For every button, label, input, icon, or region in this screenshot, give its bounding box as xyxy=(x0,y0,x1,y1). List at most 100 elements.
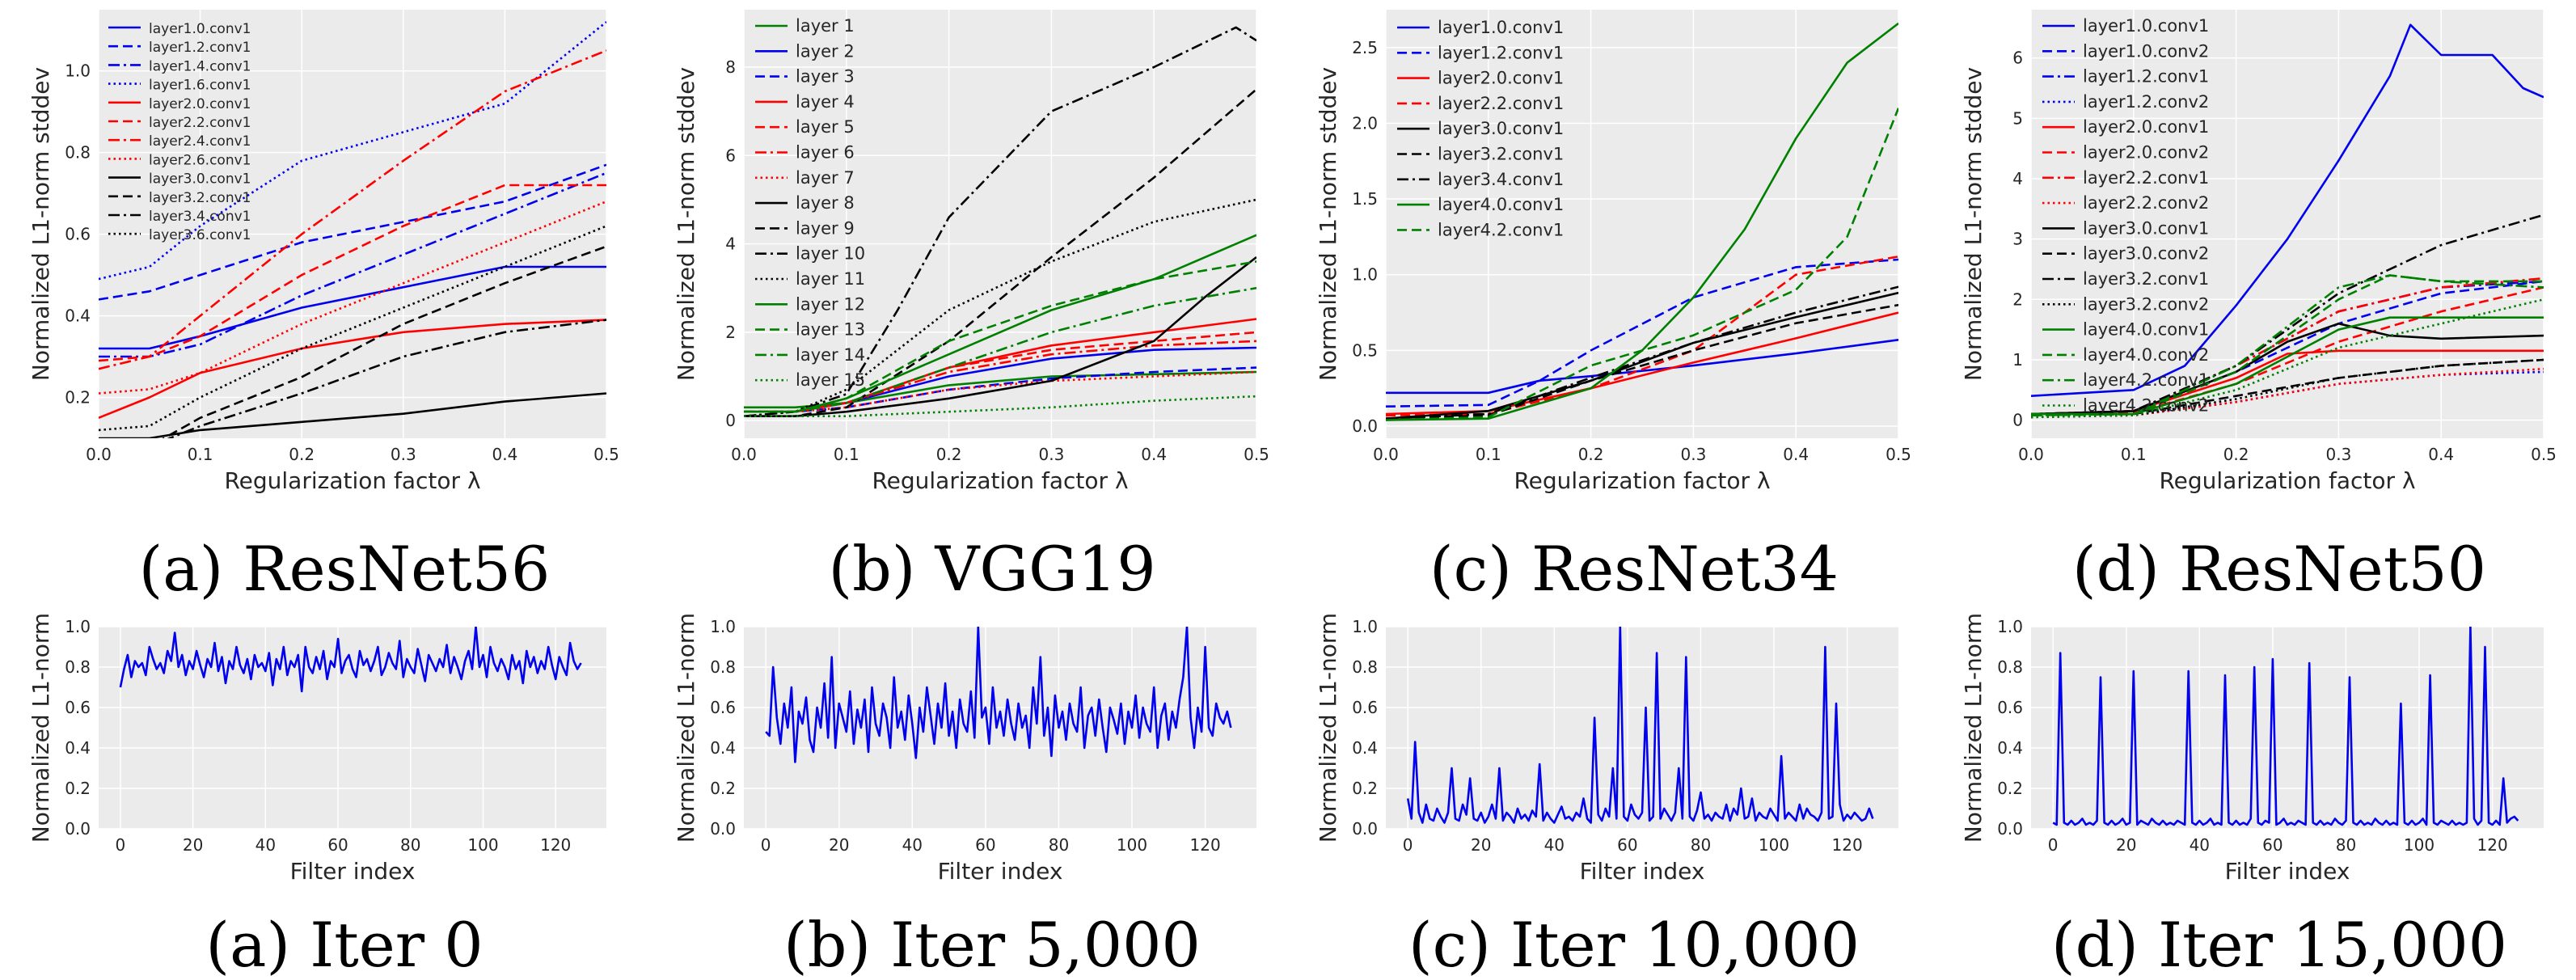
series-line xyxy=(1386,291,1898,420)
legend-label: layer3.0.conv1 xyxy=(149,171,251,188)
y-tick-label: 8 xyxy=(725,57,736,77)
y-tick-label: 0.0 xyxy=(1997,819,2023,838)
x-tick-label: 0.3 xyxy=(391,445,416,464)
series-line xyxy=(744,370,1256,413)
series-line xyxy=(765,627,1232,763)
series-line xyxy=(2031,274,2544,416)
x-axis-label: Filter index xyxy=(1580,858,1705,885)
series-line xyxy=(2031,274,2544,416)
x-tick-label: 0.0 xyxy=(2018,445,2044,464)
x-axis-label: Regularization factor λ xyxy=(224,467,480,494)
y-axis-label: Normalized L1-norm xyxy=(673,613,699,843)
legend-label: layer 15 xyxy=(796,370,865,390)
x-tick-label: 0.4 xyxy=(492,445,517,464)
legend: layer1.0.conv1 layer1.0.conv2 layer1.2.con… xyxy=(2042,16,2209,416)
legend-label: layer2.2.conv2 xyxy=(2083,193,2209,213)
x-tick-label: 100 xyxy=(2404,835,2435,855)
y-tick-label: 0.0 xyxy=(710,819,736,838)
x-tick-label: 80 xyxy=(400,835,420,855)
legend-label: layer 4 xyxy=(796,92,855,112)
x-tick-label: 0 xyxy=(761,835,771,855)
x-tick-label: 0.2 xyxy=(2223,445,2249,464)
legend-label: layer1.0.conv1 xyxy=(1438,18,1564,37)
x-tick-label: 0 xyxy=(2048,835,2059,855)
y-axis-label: Normalized L1-norm xyxy=(1960,613,1987,843)
series-line xyxy=(1386,258,1898,408)
series-line xyxy=(744,370,1256,409)
y-tick-label: 0.2 xyxy=(65,388,91,408)
x-tick-label: 0.5 xyxy=(593,445,619,464)
subfigure-caption: (c) Iter 10,000 xyxy=(1408,909,1860,980)
series-group xyxy=(744,26,1256,418)
x-axis-label: Regularization factor λ xyxy=(1514,467,1770,494)
legend-label: layer2.0.conv1 xyxy=(1438,69,1564,88)
series-line xyxy=(2052,627,2519,826)
x-axis-label: Filter index xyxy=(938,858,1063,885)
y-tick-label: 1.5 xyxy=(1352,189,1378,209)
subfigure-caption: (a) Iter 0 xyxy=(205,909,483,980)
y-tick-label: 1 xyxy=(2012,350,2023,370)
legend-label: layer 14 xyxy=(796,345,865,365)
legend-label: layer 10 xyxy=(796,244,865,264)
legend-label: layer4.2.conv1 xyxy=(1438,220,1564,239)
y-tick-label: 6 xyxy=(2012,49,2023,68)
x-tick-label: 0.2 xyxy=(1578,445,1604,464)
series-group xyxy=(765,627,1232,763)
legend-label: layer 1 xyxy=(796,16,855,36)
legend-label: layer2.0.conv1 xyxy=(2083,117,2209,137)
y-axis-label: Normalized L1-norm stddev xyxy=(673,67,699,381)
legend-label: layer 8 xyxy=(796,193,855,213)
legend-label: layer1.0.conv1 xyxy=(149,21,251,37)
legend-label: layer4.0.conv1 xyxy=(1438,195,1564,214)
series-line xyxy=(2031,277,2544,416)
legend-label: layer3.2.conv2 xyxy=(2083,294,2209,314)
y-tick-label: 4 xyxy=(2012,169,2023,188)
y-tick-label: 0.5 xyxy=(1352,340,1378,360)
legend-label: layer2.2.conv1 xyxy=(149,115,251,131)
x-tick-label: 120 xyxy=(1832,835,1863,855)
chart-iter10000: 0 20 40 60 80 100 120 0.0 0.2 0.4 0.6 0.8 1.0 Filter … xyxy=(1315,613,1898,980)
x-tick-label: 40 xyxy=(902,835,923,855)
legend-label: layer3.0.conv1 xyxy=(2083,218,2209,238)
plot-background xyxy=(99,627,606,829)
y-tick-label: 1.0 xyxy=(65,61,91,81)
y-tick-label: 2 xyxy=(2012,289,2023,309)
x-tick-label: 120 xyxy=(2477,835,2508,855)
y-axis-label: Normalized L1-norm stddev xyxy=(1960,67,1987,381)
legend-label: layer 9 xyxy=(796,218,855,238)
plot-background xyxy=(99,10,606,438)
legend-label: layer1.4.conv1 xyxy=(149,58,251,74)
series-line xyxy=(744,395,1256,418)
legend: layer 1 layer 2 layer 3 layer 4 layer 5 layer… xyxy=(755,16,865,390)
legend-label: layer 12 xyxy=(796,294,865,314)
x-tick-label: 0.3 xyxy=(1680,445,1706,464)
y-tick-label: 0.2 xyxy=(1352,779,1378,798)
series-line xyxy=(1406,627,1874,824)
x-tick-label: 0 xyxy=(116,835,126,855)
y-tick-label: 0.8 xyxy=(1352,657,1378,677)
chart-resnet56: 0.0 0.1 0.2 0.3 0.4 0.5 0.2 0.4 0.6 0.8 1.0 layer1.… xyxy=(27,10,619,605)
series-line xyxy=(99,265,606,350)
plot-background xyxy=(2031,10,2544,438)
series-line xyxy=(1386,303,1898,420)
series-line xyxy=(2031,280,2544,416)
x-tick-label: 40 xyxy=(255,835,276,855)
x-tick-label: 0.1 xyxy=(834,445,859,464)
x-tick-label: 0.0 xyxy=(86,445,112,464)
y-tick-label: 0.2 xyxy=(710,779,736,798)
x-tick-label: 80 xyxy=(2336,835,2356,855)
y-tick-label: 0.8 xyxy=(65,657,91,677)
series-line xyxy=(2031,322,2544,416)
legend: layer1.0.conv1 layer1.2.conv1 layer2.0.con… xyxy=(1397,18,1564,239)
series-line xyxy=(99,200,606,395)
legend-label: layer3.4.conv1 xyxy=(149,209,251,225)
series-line xyxy=(167,319,606,438)
legend-label: layer2.0.conv2 xyxy=(2083,143,2209,163)
x-tick-label: 0.4 xyxy=(2428,445,2454,464)
x-tick-label: 0.5 xyxy=(2531,445,2557,464)
series-line xyxy=(1386,256,1898,417)
x-tick-label: 120 xyxy=(1190,835,1221,855)
legend-label: layer 7 xyxy=(796,168,855,188)
x-tick-label: 40 xyxy=(1544,835,1565,855)
legend-label: layer1.2.conv1 xyxy=(1438,43,1564,62)
